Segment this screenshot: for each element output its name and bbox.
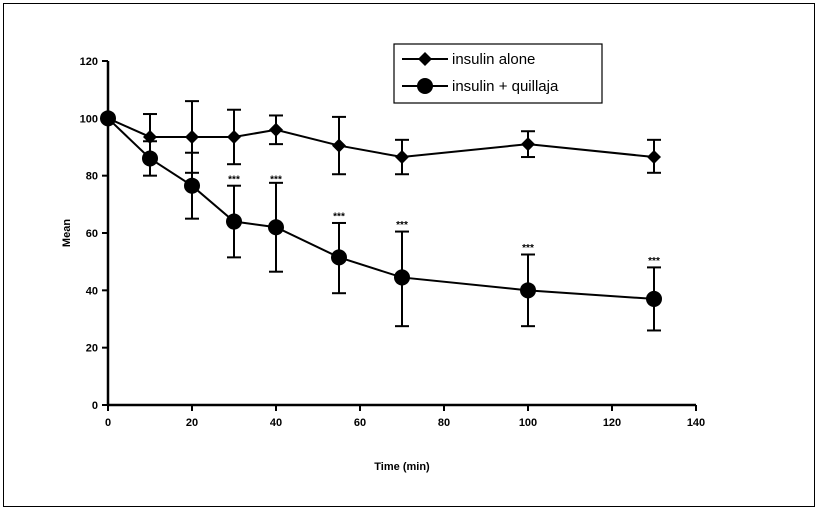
- legend-box: [393, 43, 603, 104]
- y-tick-label: 60: [86, 228, 98, 240]
- y-tick-label: 40: [86, 285, 98, 297]
- y-tick-label: 80: [86, 171, 98, 183]
- data-point-circle: [268, 219, 284, 236]
- data-point-diamond: [521, 137, 535, 152]
- data-point-circle: [331, 249, 347, 266]
- error-bars: [143, 100, 661, 332]
- data-point-circle: [394, 269, 410, 286]
- x-tick-label: 100: [519, 417, 537, 429]
- series-line-2: [107, 117, 655, 300]
- significance-label: ***: [396, 220, 408, 231]
- x-tick-label: 0: [105, 417, 111, 429]
- y-tick-label: 100: [80, 113, 98, 125]
- x-tick-label: 40: [270, 417, 282, 429]
- series-lines: [107, 117, 655, 300]
- data-point-diamond: [647, 150, 661, 165]
- significance-label: ***: [648, 256, 660, 267]
- significance-label: ***: [333, 212, 345, 223]
- significance-annotations: *** *** *** *** *** ***: [228, 174, 660, 267]
- x-tick-label: 20: [186, 417, 198, 429]
- legend: insulin alone insulin + quillaja: [393, 43, 603, 104]
- data-point-diamond: [332, 138, 346, 153]
- x-tick-label: 120: [603, 417, 621, 429]
- x-tick-label: 60: [354, 417, 366, 429]
- axes: 0 20 40 60 80 100 120 140 0 20 40 60 80 100 120: [80, 56, 706, 429]
- y-tick-label: 0: [92, 400, 98, 412]
- significance-label: ***: [270, 174, 282, 185]
- data-point-diamond: [395, 150, 409, 165]
- x-axis-label: Time (min): [374, 461, 430, 473]
- data-point-diamond: [227, 129, 241, 144]
- series-markers: [100, 110, 662, 307]
- data-point-circle: [184, 177, 200, 194]
- data-point-circle: [646, 290, 662, 307]
- x-tick-label: 140: [687, 417, 705, 429]
- data-point-diamond: [269, 122, 283, 137]
- legend-entry: insulin alone: [452, 51, 535, 68]
- y-tick-label: 20: [86, 343, 98, 355]
- significance-label: ***: [228, 174, 240, 185]
- y-tick-label: 120: [80, 56, 98, 68]
- significance-label: ***: [522, 243, 534, 254]
- data-point-circle: [142, 150, 158, 167]
- legend-marker-diamond: [418, 52, 432, 66]
- data-point-diamond: [185, 129, 199, 144]
- data-point-circle: [226, 213, 242, 230]
- data-point-circle: [100, 110, 116, 127]
- y-axis-label: Mean: [61, 219, 73, 247]
- x-tick-label: 80: [438, 417, 450, 429]
- legend-marker-circle: [417, 78, 433, 94]
- data-point-diamond: [143, 129, 157, 144]
- data-point-circle: [520, 282, 536, 299]
- legend-entry: insulin + quillaja: [452, 78, 559, 95]
